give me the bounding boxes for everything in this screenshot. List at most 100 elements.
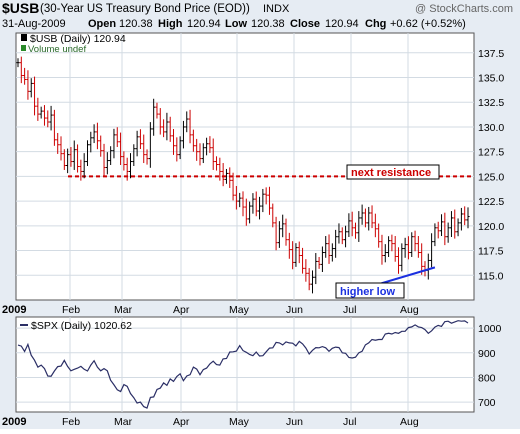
- low-label: Low: [225, 18, 247, 30]
- price-bar: [148, 122, 152, 168]
- price-bar: [430, 233, 434, 268]
- price-legend-label: $USB (Daily) 120.94: [30, 33, 126, 45]
- price-bar: [353, 222, 358, 239]
- price-bar: [390, 234, 394, 252]
- price-y-tick-label: 137.5: [478, 48, 504, 60]
- price-x-label: May: [229, 304, 250, 316]
- price-bar: [420, 243, 424, 275]
- price-bar: [62, 149, 66, 170]
- price-bar: [261, 188, 265, 213]
- price-bar: [138, 129, 143, 149]
- price-bar: [439, 214, 444, 237]
- price-bar: [400, 243, 404, 272]
- price-bar: [102, 143, 106, 177]
- chg-value: +0.62 (+0.52%): [390, 18, 466, 30]
- price-bar: [281, 214, 285, 238]
- price-bar: [347, 213, 351, 238]
- price-bar: [32, 76, 37, 116]
- price-bar: [26, 70, 30, 100]
- price-bar: [181, 120, 186, 149]
- price-bar: [446, 222, 450, 243]
- price-x-label: Apr: [173, 304, 190, 316]
- spx-x-label: Apr: [173, 416, 190, 428]
- price-bar: [403, 237, 407, 258]
- price-bar: [165, 112, 169, 141]
- spx-y-tick-label: 900: [478, 348, 496, 360]
- price-bar: [168, 116, 172, 142]
- price-y-axis: 115.0 117.5 120.0 122.5 125.0 127.5 130.0 132.5…: [478, 48, 504, 282]
- price-bar: [178, 136, 182, 160]
- price-bar: [406, 236, 411, 260]
- price-bar: [436, 221, 440, 239]
- price-bar: [208, 136, 212, 153]
- price-bar: [350, 211, 354, 237]
- price-bar: [248, 201, 252, 224]
- price-bar: [238, 192, 242, 208]
- open-value: 120.38: [119, 18, 153, 30]
- price-bar: [89, 131, 93, 153]
- price-y-tick-label: 117.5: [478, 246, 504, 258]
- price-bar: [383, 244, 387, 263]
- price-bar: [118, 132, 123, 166]
- price-bar: [234, 185, 238, 210]
- price-bar: [343, 225, 348, 248]
- price-bar: [244, 198, 248, 226]
- price-bar: [337, 223, 341, 244]
- price-y-tick-label: 120.0: [478, 221, 504, 233]
- spx-x-label: 2009: [2, 416, 26, 428]
- volume-legend-swatch: [21, 45, 26, 51]
- price-bar: [211, 138, 215, 170]
- price-bar: [443, 212, 447, 246]
- price-bar: [396, 247, 401, 274]
- price-bar: [284, 218, 288, 246]
- price-bar: [39, 106, 43, 119]
- price-bar: [324, 236, 328, 258]
- price-bar: [453, 209, 457, 239]
- price-bar: [449, 211, 454, 238]
- price-legend-swatch: [21, 34, 27, 41]
- price-bar: [125, 157, 129, 181]
- price-bar: [59, 136, 63, 161]
- price-bar: [334, 229, 338, 258]
- price-bar: [42, 105, 47, 126]
- spx-line: [17, 320, 469, 409]
- price-bar: [201, 143, 205, 164]
- price-bars: [16, 56, 470, 294]
- resistance-annotation-box: [346, 164, 440, 180]
- higher-low-annotation: higher low: [340, 286, 395, 298]
- price-bar: [218, 157, 222, 181]
- high-label: High: [158, 18, 183, 30]
- price-bar: [310, 270, 315, 294]
- price-bar: [327, 234, 331, 264]
- price-bar: [224, 168, 229, 184]
- price-bar: [214, 156, 219, 171]
- price-bar: [191, 129, 195, 152]
- price-bar: [69, 147, 73, 167]
- price-x-label: Feb: [62, 304, 80, 316]
- price-x-labels: 2009 Feb Mar Apr May Jun Jul Aug: [2, 304, 419, 316]
- price-bar: [205, 137, 209, 156]
- price-bar: [320, 246, 325, 273]
- price-bar: [128, 153, 133, 179]
- spx-x-labels: 2009 Feb Mar Apr May Jun Jul Aug: [2, 416, 419, 428]
- price-bar: [23, 67, 27, 85]
- spx-y-axis: 700 800 900 1000: [478, 323, 502, 409]
- spx-y-tick-label: 800: [478, 372, 496, 384]
- price-bar: [52, 109, 56, 146]
- price-bar: [433, 223, 437, 247]
- price-bar: [66, 148, 70, 174]
- volume-legend-label: Volume undef: [28, 44, 86, 55]
- open-label: Open: [88, 18, 116, 30]
- price-y-tick-label: 125.0: [478, 171, 504, 183]
- price-bar: [241, 191, 245, 217]
- price-y-tick-label: 130.0: [478, 122, 504, 134]
- price-x-label: Jul: [343, 304, 356, 316]
- price-bar: [287, 232, 291, 259]
- price-x-label: Aug: [400, 304, 419, 316]
- spx-y-tick-label: 700: [478, 397, 496, 409]
- symbol-name: (30-Year US Treasury Bond Price (EOD)): [40, 3, 250, 15]
- price-bar: [277, 221, 281, 248]
- spx-x-label: Mar: [114, 416, 133, 428]
- high-value: 120.94: [187, 18, 221, 30]
